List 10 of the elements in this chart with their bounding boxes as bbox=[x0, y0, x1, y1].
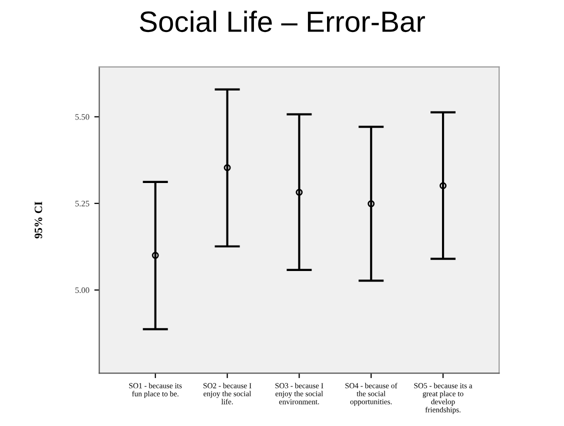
y-tick-label: 5.50 bbox=[75, 114, 90, 120]
chart-title: Social Life – Error-Bar bbox=[140, 10, 425, 32]
y-tick-label: 5.25 bbox=[75, 200, 90, 206]
y-tick-label: 5.00 bbox=[75, 287, 90, 294]
point bbox=[224, 164, 231, 172]
point bbox=[296, 188, 303, 196]
y-axis-title: 95% CI bbox=[34, 202, 42, 238]
point bbox=[152, 252, 159, 259]
point bbox=[368, 200, 375, 208]
point bbox=[440, 182, 447, 190]
